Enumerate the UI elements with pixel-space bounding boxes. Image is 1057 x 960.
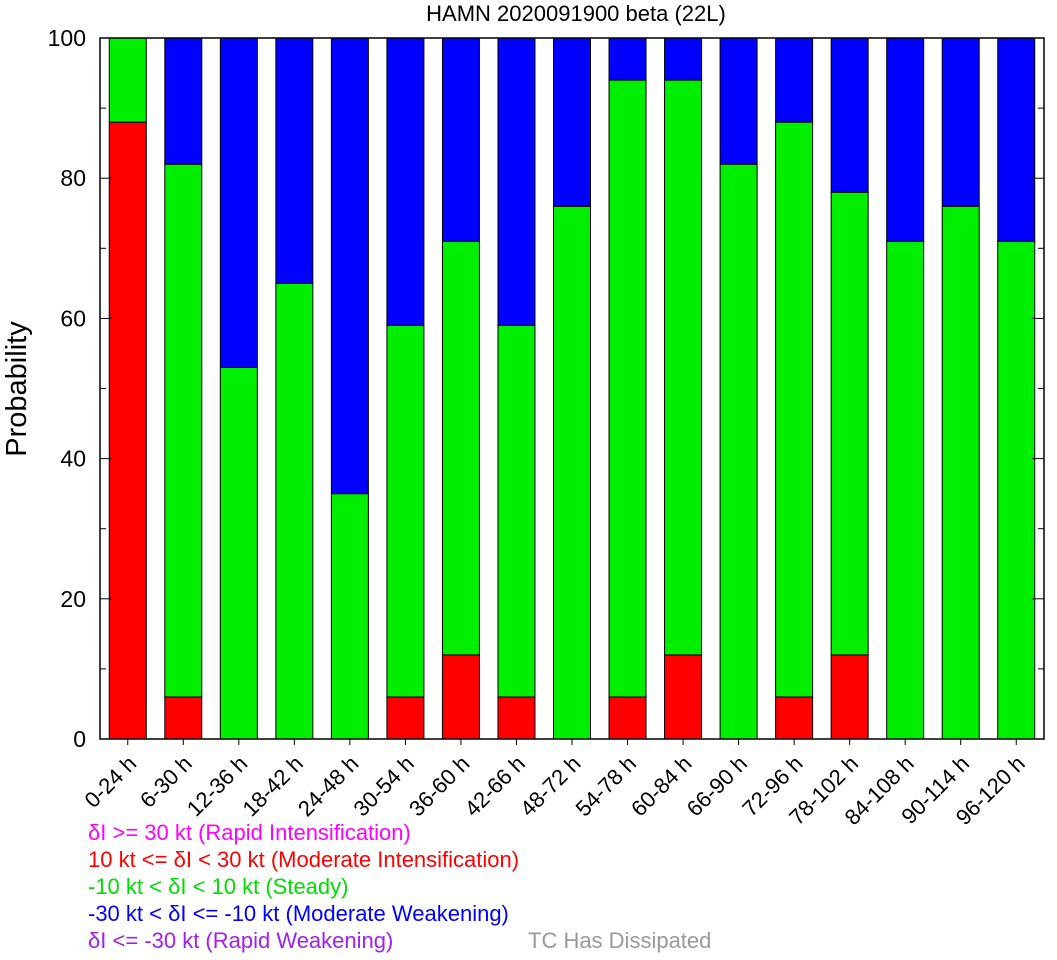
bar-segment-60-84h-s2 — [664, 79, 703, 656]
bar-segment-60-84h-s3 — [664, 37, 703, 81]
bar-segment-30-54h-s1 — [386, 696, 425, 740]
bar-segment-84-108h-s2 — [886, 240, 925, 740]
legend-tc-dissipated: TC Has Dissipated — [528, 928, 712, 953]
x-tick-label: 60-84 h — [626, 751, 696, 821]
bar-segment-66-90h-s3 — [719, 37, 758, 165]
bar-segment-78-102h-s2 — [830, 191, 869, 656]
y-tick-label: 0 — [73, 726, 86, 752]
legend-rapid-intensification: δI >= 30 kt (Rapid Intensification) — [88, 820, 411, 845]
bar-segment-6-30h-s3 — [164, 37, 203, 165]
bar-segment-36-60h-s2 — [441, 240, 480, 656]
bar-segment-42-66h-s3 — [497, 37, 536, 326]
y-tick-label: 40 — [60, 446, 86, 472]
bar-segment-54-78h-s1 — [608, 696, 647, 740]
bar-segment-0-24h-s2 — [108, 37, 147, 123]
x-tick-label: 48-72 h — [515, 751, 585, 821]
y-tick-label: 20 — [60, 586, 86, 612]
bar-segment-6-30h-s1 — [164, 696, 203, 740]
bar-segment-78-102h-s3 — [830, 37, 869, 193]
legend-steady: -10 kt < δI < 10 kt (Steady) — [88, 874, 349, 899]
bar-segment-24-48h-s2 — [330, 493, 369, 740]
y-axis-label: Probability — [1, 321, 33, 457]
bar-segment-6-30h-s2 — [164, 163, 203, 698]
bar-segment-42-66h-s1 — [497, 696, 536, 740]
bar-segment-96-120h-s2 — [997, 240, 1036, 740]
y-tick-label: 60 — [60, 305, 86, 331]
bar-segment-66-90h-s2 — [719, 163, 758, 740]
chart-title: HAMN 2020091900 beta (22L) — [426, 1, 726, 26]
x-tick-label: 24-48 h — [293, 751, 363, 821]
bar-segment-60-84h-s1 — [664, 654, 703, 740]
bar-segment-72-96h-s1 — [775, 696, 814, 740]
bar-segment-96-120h-s3 — [997, 37, 1036, 242]
y-tick-label: 100 — [48, 25, 86, 51]
bar-segment-48-72h-s3 — [553, 37, 591, 207]
bar-segment-36-60h-s1 — [441, 654, 480, 740]
bar-segment-54-78h-s3 — [608, 37, 647, 81]
x-tick-label: 12-36 h — [182, 751, 252, 821]
bar-segment-30-54h-s3 — [386, 37, 425, 326]
bar-segment-30-54h-s2 — [386, 324, 425, 698]
bar-segment-78-102h-s1 — [830, 654, 869, 740]
bar-segment-54-78h-s2 — [608, 79, 647, 698]
bar-segment-84-108h-s3 — [886, 37, 925, 242]
bar-segment-18-42h-s2 — [275, 282, 314, 740]
x-tick-label: 18-42 h — [237, 751, 307, 821]
x-tick-label: 36-60 h — [404, 751, 474, 821]
bar-segment-24-48h-s3 — [330, 37, 369, 495]
x-tick-label: 66-90 h — [682, 751, 752, 821]
bar-segment-90-114h-s2 — [941, 205, 980, 740]
bar-segment-36-60h-s3 — [441, 37, 480, 242]
x-tick-label: 30-54 h — [349, 751, 419, 821]
legend-rapid-weakening: δI <= -30 kt (Rapid Weakening) — [88, 928, 394, 953]
bar-segment-90-114h-s3 — [941, 37, 980, 207]
bar-segment-0-24h-s1 — [108, 121, 147, 740]
x-tick-label: 54-78 h — [571, 751, 641, 821]
bar-segment-72-96h-s2 — [775, 121, 814, 698]
bar-segment-48-72h-s2 — [553, 205, 591, 740]
bar-segment-18-42h-s3 — [275, 37, 314, 284]
bar-segment-12-36h-s2 — [219, 366, 258, 740]
legend-moderate-weakening: -30 kt < δI <= -10 kt (Moderate Weakenin… — [88, 901, 509, 926]
bar-segment-72-96h-s3 — [775, 37, 814, 123]
x-tick-label: 0-24 h — [80, 751, 142, 813]
legend-moderate-intensification: 10 kt <= δI < 30 kt (Moderate Intensific… — [88, 847, 520, 872]
y-tick-label: 80 — [60, 165, 86, 191]
bar-segment-42-66h-s2 — [497, 324, 536, 698]
bar-segment-12-36h-s3 — [219, 37, 258, 368]
x-tick-label: 42-66 h — [460, 751, 530, 821]
bars-group — [108, 37, 1036, 740]
